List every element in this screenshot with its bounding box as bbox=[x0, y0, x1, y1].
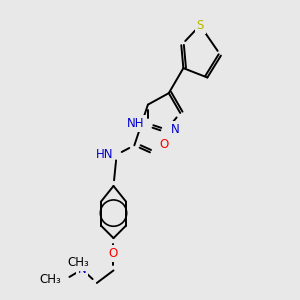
Text: CH₃: CH₃ bbox=[67, 256, 89, 269]
Text: N: N bbox=[78, 263, 87, 276]
Text: O: O bbox=[109, 247, 118, 260]
Text: O: O bbox=[159, 137, 169, 151]
Text: N: N bbox=[171, 123, 180, 136]
Text: CH₃: CH₃ bbox=[40, 273, 62, 286]
Text: NH: NH bbox=[127, 117, 145, 130]
Text: S: S bbox=[196, 19, 204, 32]
Text: HN: HN bbox=[96, 148, 113, 161]
